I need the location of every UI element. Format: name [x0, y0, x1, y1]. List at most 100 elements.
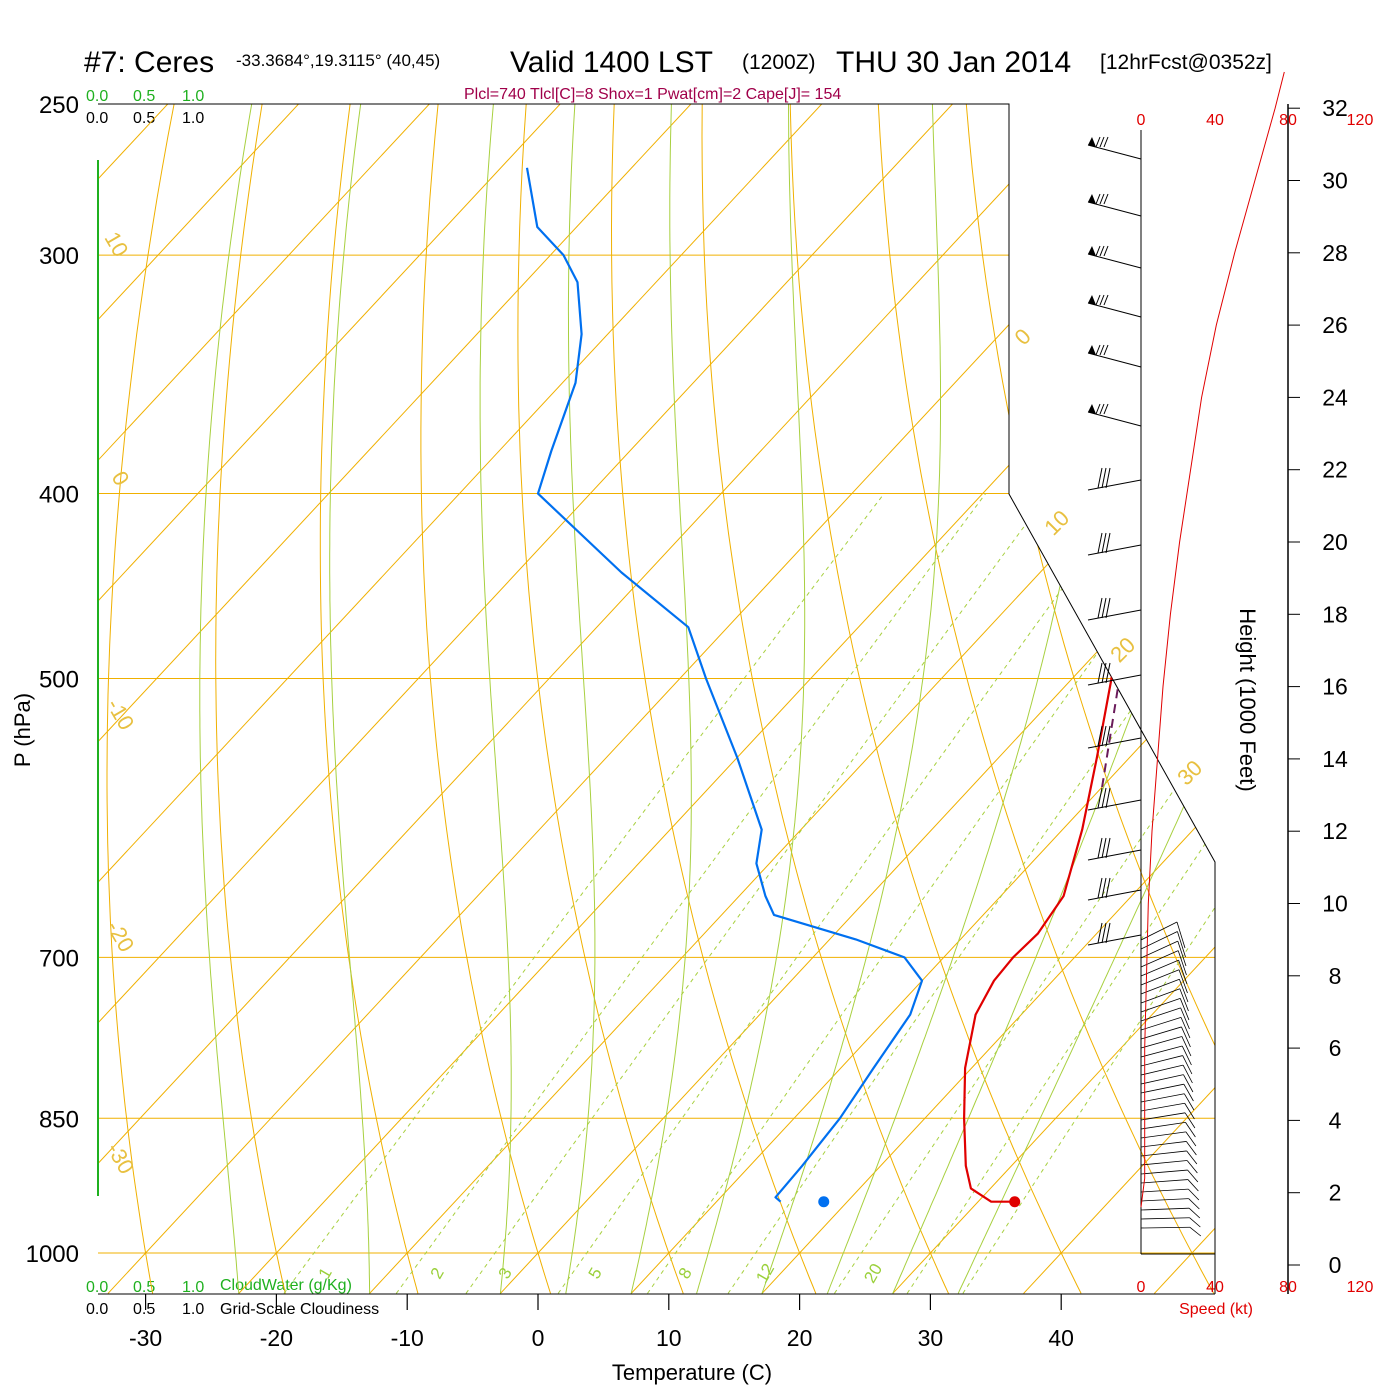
isotherm-line [238, 104, 1215, 1294]
isotherm-label: 20 [1105, 632, 1140, 667]
barb-feather [1101, 787, 1107, 809]
temperature-line [962, 167, 1183, 1203]
barb-feather [1103, 294, 1109, 306]
isotherm-line [98, 104, 200, 1294]
barb-flag [1088, 246, 1096, 256]
low-level-barb [1140, 959, 1179, 977]
low-level-barb-tail [1186, 1150, 1198, 1165]
low-level-barb-tail [1177, 931, 1186, 958]
pressure-tick-label: 850 [39, 1106, 79, 1133]
barb-staff [1087, 411, 1142, 427]
barb-feather [1101, 725, 1107, 747]
low-level-barb-tail [1188, 1188, 1200, 1201]
wind-barb [1087, 922, 1142, 946]
dry-adiabat [106, 104, 182, 1294]
wind-barb [1087, 597, 1142, 621]
cloudwater-tick: 1.0 [182, 88, 204, 105]
cloudiness-tick: 0.5 [133, 1301, 155, 1318]
barb-feather [1097, 837, 1103, 859]
cloudwater-label: CloudWater (g/Kg) [220, 1277, 352, 1294]
low-level-barb [1140, 1036, 1182, 1049]
pressure-tick-label: 700 [39, 945, 79, 972]
low-level-barb-tail [1181, 1036, 1192, 1057]
mixing-ratio-label: 12 [752, 1260, 778, 1286]
low-level-barb [1140, 1017, 1182, 1031]
barb-feather [1101, 877, 1107, 899]
low-level-barb-tail [1180, 1007, 1190, 1030]
barb-feather [1101, 662, 1107, 684]
wind-barb [1087, 532, 1142, 556]
zulu-time: (1200Z) [742, 51, 816, 74]
mixing-ratio-label: 2 [427, 1264, 448, 1282]
low-level-barb [1140, 1141, 1187, 1148]
cloudiness-tick: 0.5 [133, 110, 155, 127]
dry-adiabat [610, 104, 817, 1294]
height-tick-label: 18 [1322, 601, 1348, 627]
isotherm-line [1023, 104, 1215, 1294]
mixing-ratio-line [962, 493, 1215, 1294]
wind-barb [1087, 837, 1142, 861]
valid-date: THU 30 Jan 2014 [836, 46, 1071, 79]
barb-feather [1105, 787, 1111, 809]
wind-barb [1087, 136, 1142, 160]
low-level-barb-tail [1181, 1026, 1191, 1048]
barb-feather [1103, 344, 1109, 356]
dry-adiabat [0, 70, 7, 1293]
isotherm-line [1154, 104, 1215, 1294]
wind-barb [1087, 662, 1142, 686]
barb-staff [1087, 479, 1142, 491]
isotherm-line [98, 104, 854, 1294]
isotherm-line [761, 104, 1215, 1294]
isotherm-line [369, 104, 1215, 1294]
barb-feather [1101, 467, 1107, 489]
low-level-barb-tail [1182, 1064, 1193, 1084]
barb-feather [1099, 294, 1105, 306]
x-tick-label: 10 [656, 1325, 682, 1351]
x-tick-label: -30 [129, 1325, 162, 1351]
barb-staff [1087, 934, 1142, 946]
barb-feather [1105, 532, 1111, 554]
low-level-barb [1140, 1131, 1186, 1139]
isotherm-label: -20 [102, 916, 140, 956]
mixing-ratio-line [647, 493, 1212, 1294]
height-tick-label: 28 [1322, 240, 1348, 266]
low-level-barb-tail [1183, 1083, 1194, 1102]
barb-feather [1097, 877, 1103, 899]
moist-adiabat [892, 104, 1215, 1294]
barb-feather [1099, 403, 1105, 415]
low-level-barb-tail [1178, 960, 1188, 985]
isotherm-label: 30 [1172, 755, 1207, 790]
low-level-barb-tail [1189, 1226, 1202, 1237]
low-level-barb-tail [1176, 921, 1186, 949]
barb-staff [1087, 201, 1142, 217]
barb-staff [1087, 799, 1142, 811]
speed-tick-label: 80 [1279, 112, 1297, 129]
barb-feather [1095, 403, 1101, 415]
barb-feather [1101, 837, 1107, 859]
low-level-barb-tail [1179, 988, 1189, 1012]
barb-feather [1101, 532, 1107, 554]
low-level-barb [1140, 1121, 1186, 1130]
barb-feather [1105, 837, 1111, 859]
pressure-tick-label: 1000 [26, 1241, 79, 1268]
speed-tick-label: 120 [1347, 1279, 1374, 1296]
barb-feather [1095, 245, 1101, 257]
dry-adiabat [517, 104, 684, 1294]
barb-feather [1105, 922, 1111, 944]
low-level-barb [1140, 1169, 1188, 1175]
isotherm-line [98, 104, 1116, 1294]
barb-feather [1103, 136, 1109, 148]
wind-barb [1087, 193, 1142, 217]
moist-adiabat [826, 104, 1107, 1294]
surface-temperature-dot [1009, 1196, 1021, 1208]
height-tick-label: 26 [1322, 312, 1348, 338]
height-tick-label: 6 [1329, 1035, 1342, 1061]
barb-flag [1088, 137, 1096, 147]
height-tick-label: 12 [1322, 818, 1348, 844]
y-axis-label: P (hPa) [10, 693, 35, 767]
cloudiness-label: Grid-Scale Cloudiness [220, 1301, 379, 1318]
barb-flag [1088, 345, 1096, 355]
height-tick-label: 4 [1329, 1107, 1342, 1133]
low-level-barb [1140, 969, 1180, 986]
